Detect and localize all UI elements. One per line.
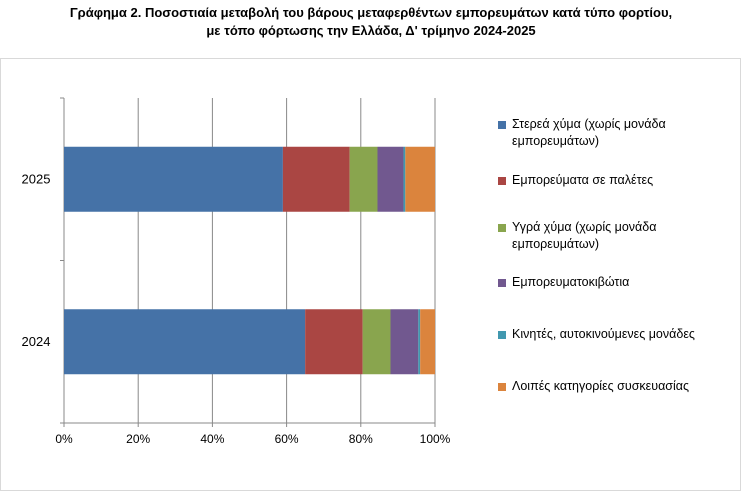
legend-item: Λοιπές κατηγορίες συσκευασίας xyxy=(498,378,722,395)
x-tick-label: 0% xyxy=(55,432,73,446)
legend-swatch xyxy=(498,224,506,232)
legend-swatch xyxy=(498,331,506,339)
legend-item: Κινητές, αυτοκινούμενες μονάδες xyxy=(498,326,722,343)
legend-item: Εμπορευματοκιβώτια xyxy=(498,274,722,291)
x-tick-label: 80% xyxy=(349,432,373,446)
y-category-label: 2025 xyxy=(22,171,51,186)
legend-label: Υγρά χύμα (χωρίς μονάδα εμπορευμάτων) xyxy=(512,220,657,251)
bar-segment xyxy=(418,309,421,375)
legend-item: Υγρά χύμα (χωρίς μονάδα εμπορευμάτων) xyxy=(498,219,722,253)
x-tick-label: 40% xyxy=(200,432,224,446)
bar-segment xyxy=(390,309,419,375)
x-tick-label: 60% xyxy=(275,432,299,446)
legend-label: Λοιπές κατηγορίες συσκευασίας xyxy=(512,379,690,393)
chart-title-line-2: με τόπο φόρτωσης την Ελλάδα, Δ' τρίμηνο … xyxy=(206,23,536,38)
chart-title-line-1: Γράφημα 2. Ποσοστιαία μεταβολή του βάρου… xyxy=(69,5,673,20)
chart-area xyxy=(0,58,741,491)
bar-segment xyxy=(420,309,435,375)
bar-segment xyxy=(377,146,404,212)
legend-label: Στερεά χύμα (χωρίς μονάδα εμπορευμάτων) xyxy=(512,117,666,148)
chart-title: Γράφημα 2. Ποσοστιαία μεταβολή του βάρου… xyxy=(0,4,742,40)
bar-segment xyxy=(64,146,283,212)
x-tick-label: 100% xyxy=(420,432,451,446)
legend-label: Εμπορεύματα σε παλέτες xyxy=(512,173,654,187)
bar-segment xyxy=(349,146,378,212)
legend-label: Κινητές, αυτοκινούμενες μονάδες xyxy=(512,327,695,341)
legend-swatch xyxy=(498,121,506,129)
legend-swatch xyxy=(498,383,506,391)
legend-item: Εμπορεύματα σε παλέτες xyxy=(498,172,722,189)
legend-label: Εμπορευματοκιβώτια xyxy=(512,275,630,289)
bar-segment xyxy=(64,309,306,375)
bar-segment xyxy=(362,309,391,375)
bar-segment xyxy=(403,146,406,212)
bar-segment xyxy=(305,309,363,375)
legend-swatch xyxy=(498,279,506,287)
y-category-label: 2024 xyxy=(22,334,51,349)
bar-segment xyxy=(405,146,435,212)
legend-item: Στερεά χύμα (χωρίς μονάδα εμπορευμάτων) xyxy=(498,116,722,150)
legend-swatch xyxy=(498,177,506,185)
bar-segment xyxy=(282,146,350,212)
x-tick-label: 20% xyxy=(126,432,150,446)
